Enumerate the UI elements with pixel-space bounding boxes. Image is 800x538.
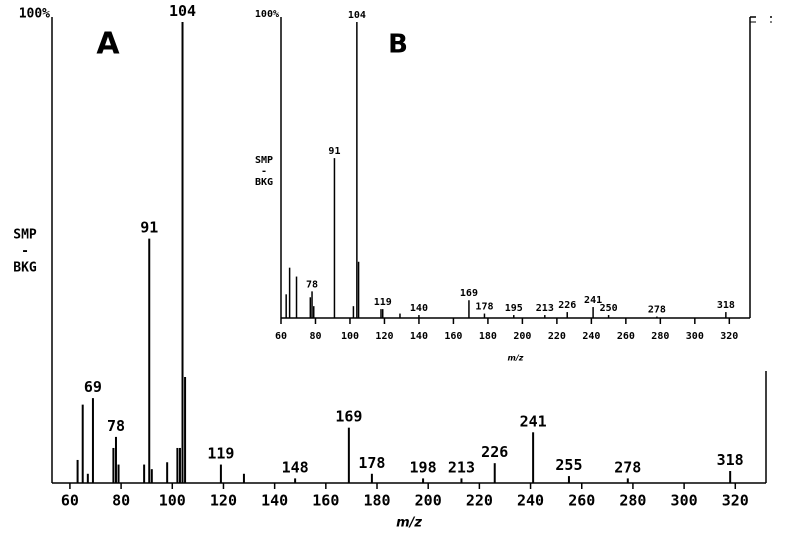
peak-label: 119 [207, 445, 234, 463]
x-axis-label: m/z [396, 516, 422, 531]
x-tick-label: 220 [466, 492, 493, 510]
peak-label: 91 [328, 146, 340, 157]
x-tick-label: 160 [444, 331, 462, 342]
y-axis-label: SMP [13, 228, 37, 243]
x-tick-label: 300 [686, 331, 704, 342]
y-axis-label: BKG [255, 177, 273, 188]
x-tick-label: 240 [517, 492, 544, 510]
x-tick-label: 120 [375, 331, 393, 342]
peak-label: 91 [140, 219, 158, 237]
x-tick-label: 160 [312, 492, 339, 510]
peak-label: 226 [558, 300, 576, 311]
x-tick-label: 240 [582, 331, 600, 342]
x-tick-label: 140 [410, 331, 428, 342]
peak-label: 241 [520, 412, 547, 430]
peak-label: 318 [717, 300, 735, 311]
peak-label: 278 [648, 305, 666, 316]
peak-label: 178 [358, 454, 385, 472]
peak-label: 198 [410, 458, 437, 476]
peak-label: 119 [374, 297, 392, 308]
x-tick-label: 200 [415, 492, 442, 510]
y-axis-label: BKG [13, 261, 37, 276]
x-tick-label: 280 [651, 331, 669, 342]
y-axis-label: SMP [255, 155, 273, 166]
y-axis-label: - [261, 166, 267, 177]
peak-label: 226 [481, 443, 508, 461]
x-tick-label: 320 [720, 331, 738, 342]
panel-label: A [96, 27, 120, 62]
x-tick-label: 100 [159, 492, 186, 510]
peak-label: 104 [169, 2, 196, 20]
x-tick-label: 260 [617, 331, 635, 342]
y-axis-label: - [21, 244, 29, 259]
y-tick-label: 100% [19, 7, 50, 22]
peak-label: 78 [306, 279, 318, 290]
x-tick-label: 180 [363, 492, 390, 510]
peak-label: 104 [348, 10, 366, 21]
peak-label: 169 [460, 288, 478, 299]
peak-label: 178 [475, 302, 493, 313]
peak-label: 213 [448, 458, 475, 476]
x-axis-label: m/z [508, 354, 524, 363]
peak-label: 255 [555, 456, 582, 474]
x-tick-label: 320 [722, 492, 749, 510]
peak-label: 148 [282, 458, 309, 476]
peak-label: 241 [584, 295, 602, 306]
peak-label: 140 [410, 303, 428, 314]
x-tick-label: 80 [112, 492, 130, 510]
x-tick-label: 180 [479, 331, 497, 342]
x-tick-label: 300 [671, 492, 698, 510]
x-tick-label: 60 [275, 331, 287, 342]
peak-label: 213 [536, 303, 554, 314]
x-tick-label: 60 [61, 492, 79, 510]
peak-label: 278 [614, 458, 641, 476]
inset-background [256, 5, 770, 371]
y-tick-label: 100% [255, 9, 279, 20]
x-tick-label: 200 [513, 331, 531, 342]
x-tick-label: 220 [548, 331, 566, 342]
panel-label: B [388, 30, 408, 60]
x-tick-label: 280 [619, 492, 646, 510]
peak-label: 318 [717, 451, 744, 469]
peak-label: 195 [505, 303, 523, 314]
peak-label: 250 [600, 303, 618, 314]
peak-label: 169 [335, 408, 362, 426]
x-tick-label: 140 [261, 492, 288, 510]
peak-label: 69 [84, 378, 102, 396]
x-tick-label: 120 [210, 492, 237, 510]
x-tick-label: 80 [309, 331, 321, 342]
peak-label: 78 [107, 417, 125, 435]
x-tick-label: 260 [568, 492, 595, 510]
x-tick-label: 100 [341, 331, 359, 342]
